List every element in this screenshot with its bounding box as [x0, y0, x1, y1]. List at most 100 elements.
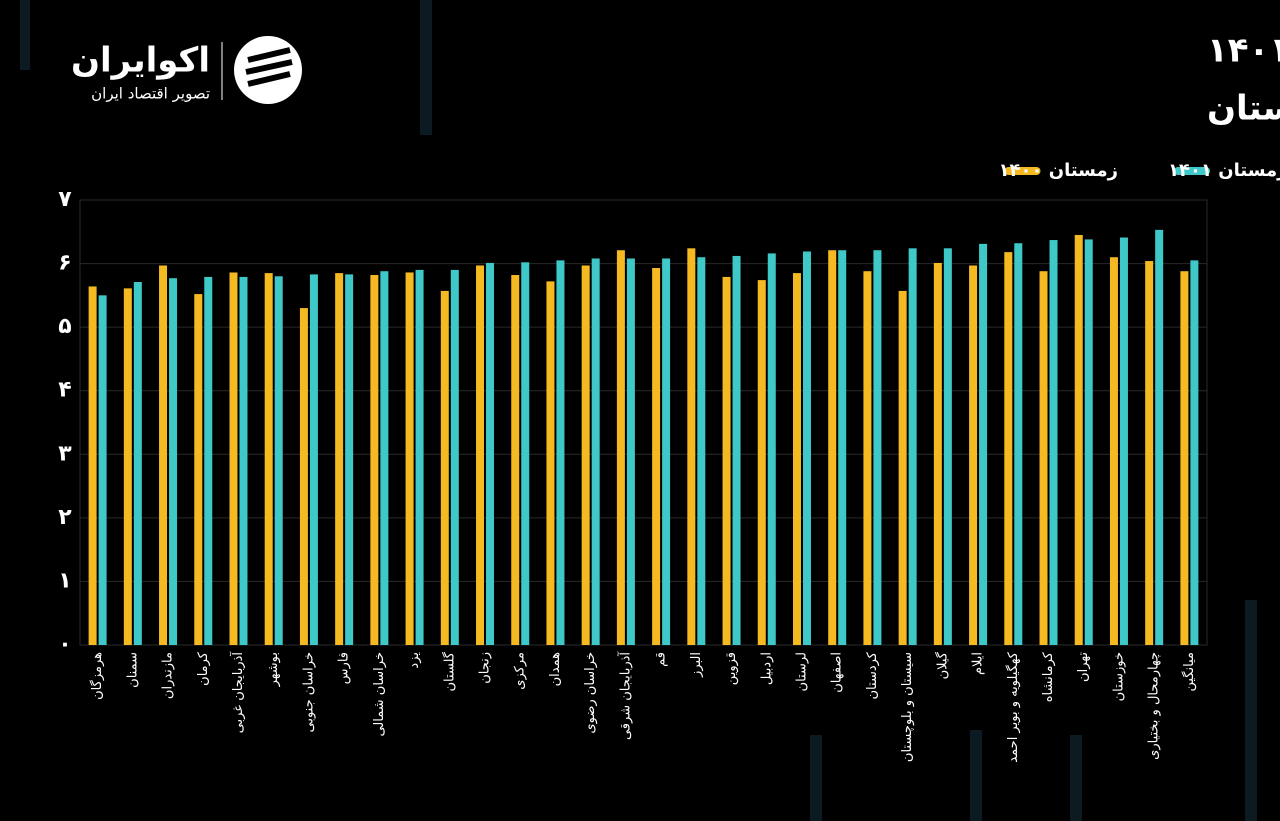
bar [1074, 234, 1083, 645]
bar [863, 271, 872, 645]
bar [979, 243, 988, 645]
x-tick-label: گیلان [934, 651, 950, 679]
legend-swatch [1174, 167, 1210, 175]
x-tick-label: لرستان [794, 652, 809, 691]
bar [229, 272, 238, 645]
x-tick-label: اصفهان [830, 652, 845, 693]
x-tick-label: مازندران [161, 652, 176, 699]
bar [1119, 237, 1128, 645]
x-tick-label: خراسان رضوی [583, 652, 598, 734]
bar [1155, 229, 1164, 645]
bar [616, 250, 625, 645]
chart-title: شاخص امنیت سرمایه‌گذاری در زمستان ۱۴۰۱ [1207, 31, 1280, 71]
x-tick-label: سیستان و بلوچستان [900, 652, 915, 762]
x-tick-label: کرمانشاه [1041, 651, 1056, 702]
x-tick-label: خراسان شمالی [372, 652, 387, 737]
x-tick-label: هرمزگان [89, 652, 105, 700]
bar [652, 268, 661, 645]
bar [1084, 239, 1093, 645]
bar [345, 274, 354, 645]
bar [943, 248, 952, 646]
bar [722, 276, 731, 645]
logo: اکوایران تصویر اقتصاد ایران [71, 36, 302, 104]
x-tick-label: مرکزی [513, 652, 528, 690]
y-tick-label: ۵ [58, 314, 71, 339]
bar [873, 250, 882, 645]
bar [838, 250, 847, 645]
y-tick-label: ۶ [58, 251, 71, 276]
x-tick-label: یزد [407, 652, 422, 669]
bar [88, 286, 97, 645]
bar [802, 251, 811, 645]
bar [687, 248, 696, 646]
x-tick-label: قزوین [724, 652, 739, 685]
bar [1190, 260, 1199, 645]
decor [20, 0, 1257, 821]
y-tick-label: ۱ [58, 568, 71, 593]
x-tick-label: تهران [1076, 652, 1091, 682]
y-tick-label: ۷ [58, 187, 72, 212]
bar [1145, 261, 1154, 645]
chart-title: نسبت به زمستان ۱۴۰۰ به تفکیک استان [1207, 89, 1280, 129]
bar [969, 265, 978, 645]
x-tick-label: قم [654, 652, 669, 667]
bar [159, 265, 168, 645]
bar [792, 273, 801, 645]
bar [239, 276, 248, 645]
x-tick-label: خوزستان [1111, 652, 1126, 701]
legend-label: زمستان ۱۴۰۰ [998, 160, 1118, 181]
bar [380, 271, 389, 645]
x-tick-label: سمنان [125, 652, 140, 688]
x-tick-label: کهگیلویه و بویر احمد [1005, 651, 1021, 762]
x-tick-label: همدان [548, 652, 563, 686]
x-tick-label: خراسان جنوبی [301, 652, 316, 732]
bar [476, 265, 485, 645]
bar [299, 308, 308, 645]
x-tick-label: آذربایجان غربی [229, 651, 246, 734]
bar [1109, 257, 1118, 645]
bar [194, 294, 203, 645]
bar [757, 280, 766, 645]
bar [828, 250, 837, 645]
bar [767, 253, 776, 645]
bar [123, 288, 132, 645]
bar [546, 281, 555, 645]
y-tick-label: ۰ [58, 632, 71, 657]
bar [1049, 240, 1058, 646]
bar [511, 275, 520, 645]
x-tick-label: فارس [337, 652, 352, 684]
bar [1039, 271, 1048, 645]
x-tick-label: چهارمحال و بختیاری [1147, 652, 1162, 760]
x-tick-label: کرمان [196, 651, 211, 686]
logo-stripes [245, 47, 293, 87]
bar [732, 255, 741, 645]
bar [450, 269, 459, 645]
bar [1180, 271, 1189, 645]
bar [415, 269, 424, 645]
y-tick-label: ۳ [58, 441, 72, 466]
x-tick-label: زنجان [478, 652, 493, 684]
bar [486, 262, 495, 645]
bar [98, 295, 107, 645]
bar [309, 274, 318, 645]
brand-tagline: تصویر اقتصاد ایران [91, 85, 210, 103]
bar [204, 276, 213, 645]
bar [521, 262, 530, 645]
x-tick-label: بوشهر [266, 652, 281, 687]
bar [133, 282, 142, 645]
bar [274, 276, 283, 645]
bar [556, 260, 565, 645]
plot-frame [79, 199, 1208, 646]
x-tick-label: ایلام [971, 652, 986, 675]
brand-name: اکوایران [71, 41, 210, 81]
x-tick-label: کردستان [865, 651, 880, 699]
bar [626, 258, 635, 645]
bar [1004, 252, 1013, 645]
bar [581, 265, 590, 645]
bar [405, 272, 414, 645]
bar [370, 275, 379, 645]
bar [335, 273, 344, 645]
bar [898, 290, 907, 645]
bar [169, 278, 178, 645]
